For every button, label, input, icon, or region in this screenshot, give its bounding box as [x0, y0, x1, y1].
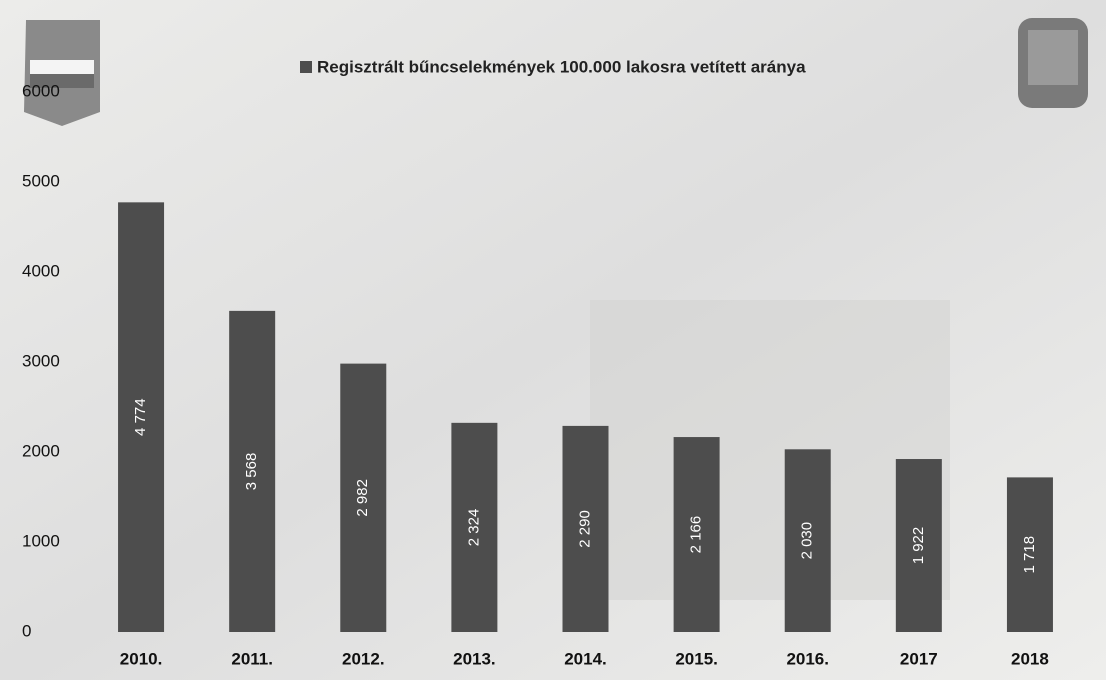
bar [451, 422, 498, 632]
x-tick-label: 2012. [342, 649, 385, 668]
legend-swatch [300, 61, 312, 73]
x-tick-label: 2013. [453, 649, 496, 668]
value-label: 2 030 [799, 522, 816, 560]
legend-label: Regisztrált bűncselekmények 100.000 lako… [317, 57, 806, 76]
value-label: 2 166 [688, 516, 705, 554]
bar [118, 202, 165, 632]
y-tick-label: 5000 [22, 171, 60, 190]
bar [784, 449, 831, 632]
background-building [590, 300, 950, 600]
y-tick-label: 6000 [22, 81, 60, 100]
x-tick-label: 2015. [675, 649, 718, 668]
x-tick-label: 2017 [900, 649, 938, 668]
bar [229, 310, 276, 632]
value-label: 3 568 [243, 453, 260, 491]
bar [1006, 477, 1053, 632]
bar [673, 437, 720, 632]
value-label: 2 324 [465, 509, 482, 547]
legend: Regisztrált bűncselekmények 100.000 lako… [300, 57, 806, 76]
y-tick-label: 3000 [22, 351, 60, 370]
value-label: 2 982 [354, 479, 371, 517]
x-tick-label: 2014. [564, 649, 607, 668]
logo-right [1018, 18, 1088, 108]
bar [562, 425, 609, 632]
bar [340, 363, 387, 632]
value-label: 1 718 [1021, 536, 1038, 574]
y-tick-label: 2000 [22, 441, 60, 460]
logo-left [24, 20, 100, 126]
y-tick-label: 0 [22, 621, 31, 640]
x-tick-label: 2010. [120, 649, 163, 668]
x-tick-label: 2011. [231, 649, 273, 668]
value-label: 2 290 [576, 510, 593, 548]
y-tick-label: 4000 [22, 261, 60, 280]
x-tick-label: 2016. [786, 649, 829, 668]
value-label: 4 774 [132, 398, 149, 436]
x-tick-label: 2018 [1011, 649, 1049, 668]
value-label: 1 922 [910, 527, 927, 565]
bar [895, 459, 942, 632]
y-tick-label: 1000 [22, 531, 60, 550]
